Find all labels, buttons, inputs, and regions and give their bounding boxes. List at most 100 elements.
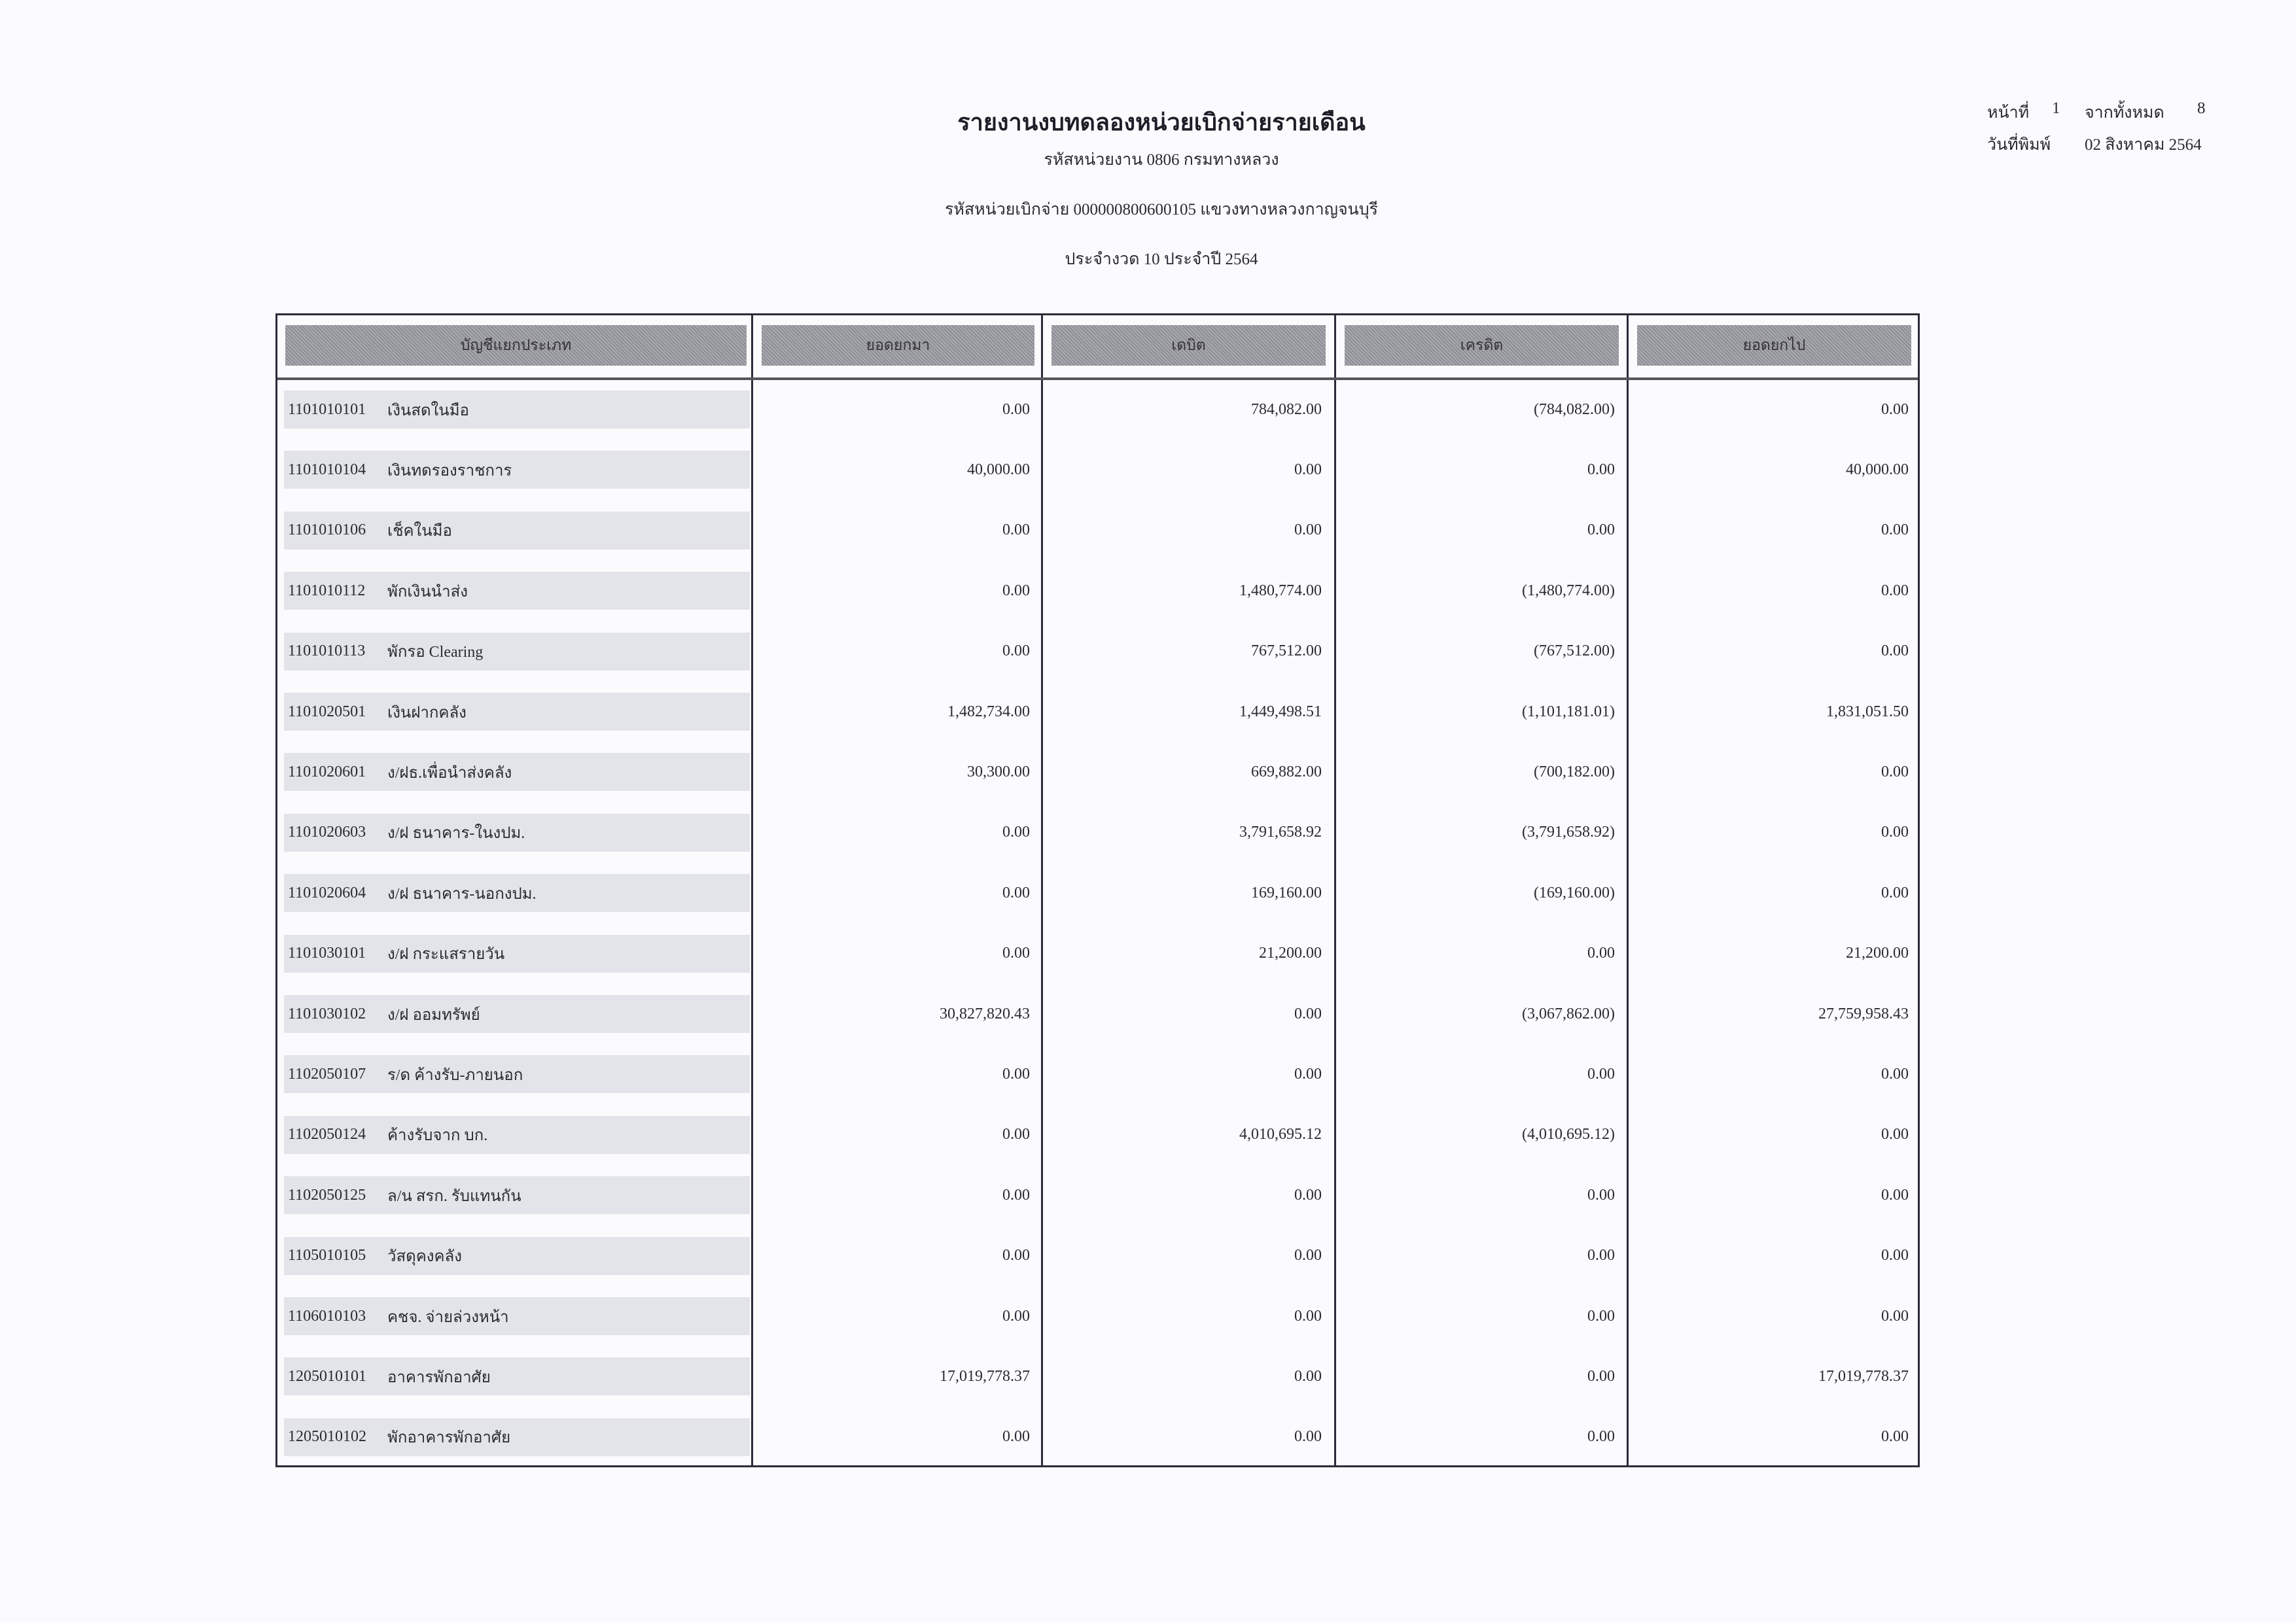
account-name: พักรอ Clearing <box>387 644 484 661</box>
debit-amount: 3,791,658.92 <box>1239 824 1322 841</box>
account-cell: 1101020603 ง/ฝ ธนาคาร-ในงปม. <box>284 813 750 852</box>
closing-amount: 0.00 <box>1881 400 1909 418</box>
header-divider <box>277 377 1918 380</box>
closing-amount: 0.00 <box>1881 763 1909 781</box>
table-row: 1102050107 ร/ด ค้างรับ-ภายนอก 0.00 0.00 0.00… <box>277 1044 1918 1104</box>
closing-amount: 40,000.00 <box>1846 461 1909 479</box>
debit-amount: 784,082.00 <box>1251 400 1322 418</box>
credit-amount: (169,160.00) <box>1534 884 1615 901</box>
account-code: 1101030101 <box>288 945 366 962</box>
credit-amount: (3,791,658.92) <box>1522 824 1615 841</box>
account-cell: 1101010112 พักเงินนำส่ง <box>284 572 750 610</box>
opening-amount: 0.00 <box>1002 884 1030 901</box>
table-row: 1101010113 พักรอ Clearing 0.00 767,512.00 (7… <box>277 621 1918 682</box>
account-name: ล/น สรก. รับแทนกัน <box>387 1187 521 1205</box>
account-cell: 1205010101 อาคารพักอาศัย <box>284 1357 750 1396</box>
opening-amount: 30,827,820.43 <box>940 1005 1030 1022</box>
credit-amount: (1,101,181.01) <box>1522 703 1615 720</box>
report-period: ประจำงวด 10 ประจำปี 2564 <box>1065 251 1258 268</box>
account-cell: 1101010101 เงินสดในมือ <box>284 391 750 428</box>
opening-amount: 30,300.00 <box>967 763 1030 781</box>
debit-amount: 169,160.00 <box>1251 884 1322 901</box>
opening-amount: 0.00 <box>1002 1247 1030 1265</box>
debit-amount: 0.00 <box>1294 1368 1322 1386</box>
account-name: ง/ฝ ออมทรัพย์ <box>387 1006 480 1024</box>
debit-amount: 21,200.00 <box>1259 945 1322 962</box>
table-row: 1102050124 ค้างรับจาก บก. 0.00 4,010,695.12… <box>277 1105 1918 1165</box>
credit-amount: 0.00 <box>1587 945 1615 962</box>
report-title: รายงานงบทดลองหน่วยเบิกจ่ายรายเดือน <box>957 109 1366 135</box>
closing-amount: 21,200.00 <box>1846 945 1909 962</box>
header-closing: ยอดยกไป <box>1637 325 1911 366</box>
table-row: 1101030102 ง/ฝ ออมทรัพย์ 30,827,820.43 0.00… <box>277 984 1918 1044</box>
account-name: ง/ฝ ธนาคาร-ในงปม. <box>387 825 525 843</box>
account-code: 1101010101 <box>288 400 366 418</box>
account-cell: 1102050125 ล/น สรก. รับแทนกัน <box>284 1176 750 1215</box>
account-name: พักอาคารพักอาศัย <box>387 1429 511 1447</box>
account-code: 1101020601 <box>288 763 366 780</box>
credit-amount: 0.00 <box>1587 1307 1615 1325</box>
account-code: 1105010105 <box>288 1247 366 1265</box>
opening-amount: 0.00 <box>1002 582 1030 599</box>
credit-amount: 0.00 <box>1587 1368 1615 1386</box>
account-cell: 1105010105 วัสดุคงคลัง <box>284 1236 750 1275</box>
debit-amount: 0.00 <box>1294 1186 1322 1204</box>
opening-amount: 0.00 <box>1002 1186 1030 1204</box>
debit-amount: 0.00 <box>1294 1066 1322 1083</box>
account-code: 1101010104 <box>288 461 366 478</box>
column-divider <box>1627 315 1629 1465</box>
opening-amount: 17,019,778.37 <box>940 1368 1030 1386</box>
account-cell: 1101020601 ง/ฝธ.เพื่อนำส่งคลัง <box>284 753 750 792</box>
opening-amount: 0.00 <box>1002 1307 1030 1325</box>
account-name: ง/ฝธ.เพื่อนำส่งคลัง <box>387 764 512 782</box>
total-label: จากทั้งหมด <box>2085 104 2164 122</box>
debit-amount: 4,010,695.12 <box>1239 1126 1322 1143</box>
opening-amount: 0.00 <box>1002 1428 1030 1446</box>
account-name: ง/ฝ ธนาคาร-นอกงปม. <box>387 885 537 903</box>
account-name: ง/ฝ กระแสรายวัน <box>387 946 505 964</box>
account-cell: 1101030101 ง/ฝ กระแสรายวัน <box>284 934 750 973</box>
account-code: 1102050124 <box>288 1126 366 1143</box>
opening-amount: 0.00 <box>1002 400 1030 418</box>
debit-amount: 0.00 <box>1294 1428 1322 1446</box>
table-row: 1105010105 วัสดุคงคลัง 0.00 0.00 0.00 0.00 <box>277 1226 1918 1286</box>
credit-amount: (3,067,862.00) <box>1522 1005 1615 1022</box>
account-code: 1102050107 <box>288 1065 366 1083</box>
account-code: 1205010101 <box>288 1367 366 1385</box>
credit-amount: (1,480,774.00) <box>1522 582 1615 599</box>
closing-amount: 0.00 <box>1881 1066 1909 1083</box>
print-date: 02 สิงหาคม 2564 <box>2085 136 2202 154</box>
debit-amount: 1,449,498.51 <box>1239 703 1322 720</box>
credit-amount: 0.00 <box>1587 521 1615 539</box>
account-cell: 1101020501 เงินฝากคลัง <box>284 693 750 731</box>
account-code: 1101020603 <box>288 824 366 841</box>
header-account: บัญชีแยกประเภท <box>285 325 747 366</box>
debit-amount: 1,480,774.00 <box>1239 582 1322 599</box>
account-cell: 1106010103 คชจ. จ่ายล่วงหน้า <box>284 1297 750 1335</box>
opening-amount: 0.00 <box>1002 521 1030 539</box>
opening-amount: 0.00 <box>1002 1066 1030 1083</box>
credit-amount: 0.00 <box>1587 1186 1615 1204</box>
debit-amount: 669,882.00 <box>1251 763 1322 781</box>
account-name: เงินทดรองราชการ <box>387 462 512 480</box>
table-row: 1101020604 ง/ฝ ธนาคาร-นอกงปม. 0.00 169,160.… <box>277 863 1918 923</box>
table-row: 1101020603 ง/ฝ ธนาคาร-ในงปม. 0.00 3,791,658… <box>277 803 1918 863</box>
credit-amount: (4,010,695.12) <box>1522 1126 1615 1143</box>
closing-amount: 17,019,778.37 <box>1818 1368 1909 1386</box>
debit-amount: 0.00 <box>1294 1247 1322 1265</box>
table-row: 1102050125 ล/น สรก. รับแทนกัน 0.00 0.00 0.00… <box>277 1165 1918 1225</box>
debit-amount: 0.00 <box>1294 1005 1322 1022</box>
credit-amount: 0.00 <box>1587 1428 1615 1446</box>
account-cell: 1102050124 ค้างรับจาก บก. <box>284 1115 750 1154</box>
account-name: เช็คในมือ <box>387 523 452 540</box>
print-date-label: วันที่พิมพ์ <box>1987 136 2051 154</box>
opening-amount: 0.00 <box>1002 1126 1030 1143</box>
account-cell: 1101010106 เช็คในมือ <box>284 511 750 550</box>
account-name: พักเงินนำส่ง <box>387 583 468 601</box>
header-debit: เดบิต <box>1051 325 1326 366</box>
table-row: 1106010103 คชจ. จ่ายล่วงหน้า 0.00 0.00 0.00 0… <box>277 1286 1918 1346</box>
account-name: ร/ด ค้างรับ-ภายนอก <box>387 1066 523 1084</box>
account-name: วัสดุคงคลัง <box>387 1248 462 1266</box>
closing-amount: 0.00 <box>1881 1126 1909 1143</box>
account-cell: 1101010104 เงินทดรองราชการ <box>284 451 750 489</box>
